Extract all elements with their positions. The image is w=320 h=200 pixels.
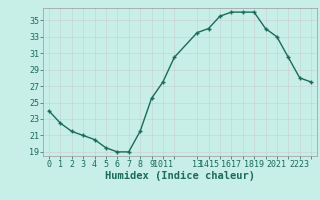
X-axis label: Humidex (Indice chaleur): Humidex (Indice chaleur) — [105, 171, 255, 181]
